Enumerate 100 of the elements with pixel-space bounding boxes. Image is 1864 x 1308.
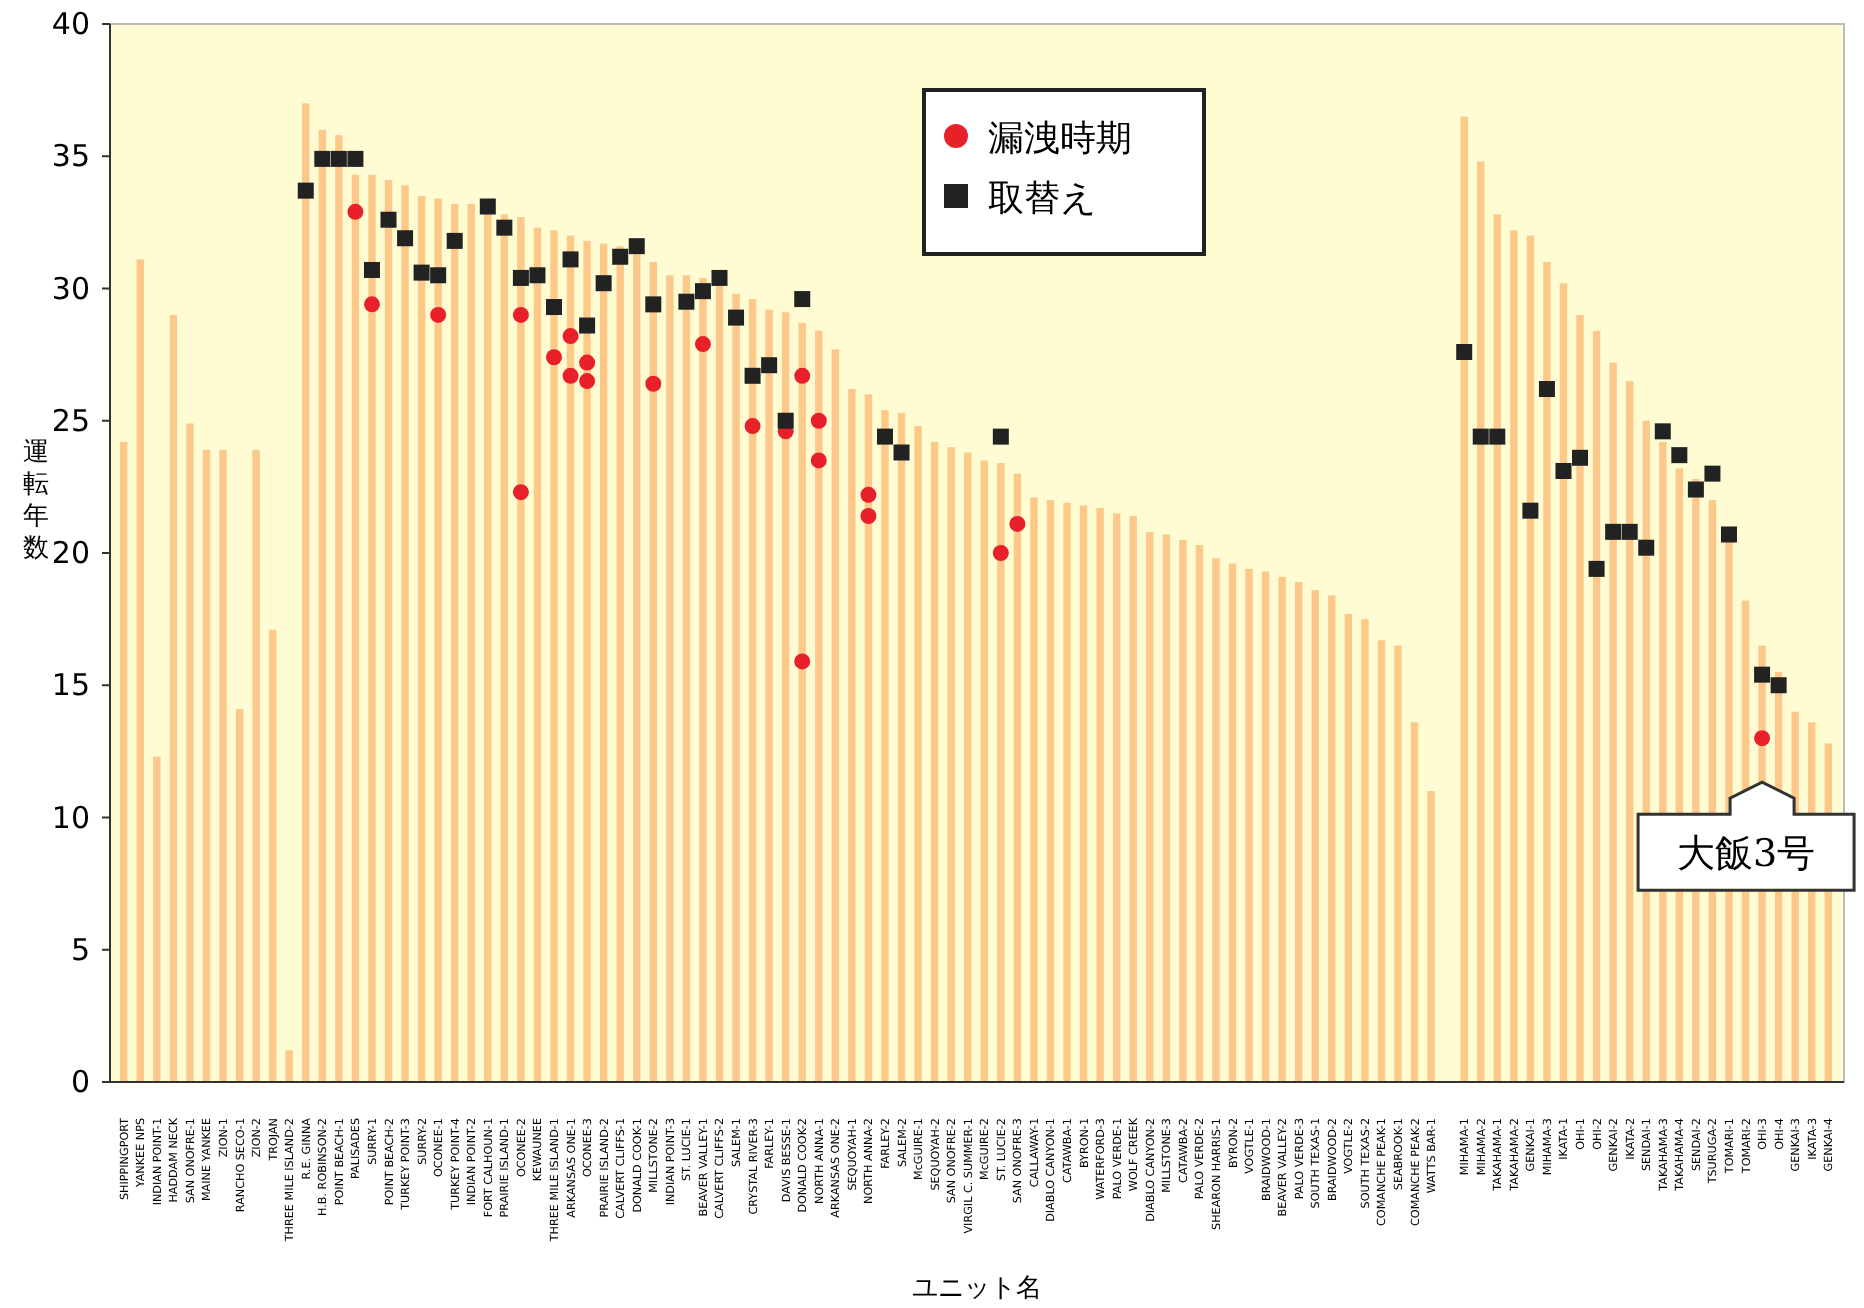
bar (550, 230, 558, 1082)
bar (335, 135, 343, 1082)
bar (153, 756, 161, 1082)
bar (1460, 116, 1468, 1082)
bar (1096, 508, 1104, 1082)
bar (633, 254, 641, 1082)
bar (781, 312, 790, 1082)
bar (1410, 722, 1419, 1082)
bar (1377, 640, 1386, 1082)
y-tick-label: 0 (70, 1064, 90, 1100)
bar (401, 185, 409, 1082)
bar (798, 322, 806, 1082)
bar (599, 243, 608, 1082)
bar (930, 441, 939, 1082)
bar (699, 277, 707, 1082)
bar (815, 330, 823, 1082)
bar (1543, 262, 1551, 1082)
bar (1427, 791, 1435, 1082)
bar (1394, 645, 1402, 1082)
bar (831, 349, 840, 1082)
bar (351, 174, 360, 1082)
bar (302, 103, 310, 1082)
bar (964, 452, 972, 1082)
bar (186, 423, 194, 1082)
bar (1294, 582, 1303, 1082)
bar (980, 460, 988, 1082)
bar (318, 129, 327, 1082)
bar (1311, 590, 1319, 1082)
bar (682, 275, 691, 1082)
bar (765, 309, 773, 1082)
x-axis-title: ユニット名 (912, 1274, 1042, 1304)
bar (1278, 576, 1286, 1082)
bar (417, 195, 426, 1082)
bar (1046, 500, 1055, 1082)
y-axis-title: 運転年数 (23, 438, 49, 564)
bar (368, 174, 376, 1082)
bar (120, 441, 128, 1082)
bar (1261, 571, 1270, 1082)
bar (1112, 513, 1121, 1082)
bar (1625, 381, 1634, 1082)
bar (1179, 539, 1187, 1082)
bar (450, 203, 459, 1082)
bar (1129, 515, 1137, 1082)
bar (1195, 545, 1204, 1082)
bar (1510, 230, 1518, 1082)
bar (848, 389, 856, 1082)
bar (1328, 595, 1336, 1082)
y-tick-label: 10 (51, 799, 90, 836)
annotation: 大飯3号 (1676, 832, 1816, 877)
bar (947, 447, 955, 1082)
bar (997, 463, 1005, 1082)
bar (864, 394, 873, 1082)
bar (1030, 497, 1038, 1082)
legend-label: 取替え (988, 178, 1096, 220)
bar (1592, 330, 1601, 1082)
bar (1212, 558, 1220, 1082)
y-tick-label: 5 (70, 931, 90, 968)
bar (1162, 534, 1171, 1082)
bar (1576, 314, 1584, 1082)
bar (136, 259, 144, 1082)
y-tick-label: 30 (51, 270, 90, 307)
y-tick-label: 25 (51, 402, 90, 439)
bar (1344, 613, 1353, 1082)
y-tick-label: 35 (51, 138, 90, 175)
bar (202, 449, 211, 1082)
bar (517, 217, 525, 1082)
bar (1245, 568, 1253, 1082)
bar (169, 314, 178, 1082)
bar (1228, 563, 1237, 1082)
bar (500, 214, 509, 1082)
bar (252, 449, 260, 1082)
bar (1079, 505, 1088, 1082)
bar (533, 227, 542, 1082)
bar (616, 246, 624, 1082)
bar (1477, 161, 1485, 1082)
bar (583, 240, 591, 1082)
bar (1013, 473, 1022, 1082)
bar (666, 275, 674, 1082)
bar (434, 198, 442, 1082)
bar (1559, 283, 1568, 1082)
legend-label: 漏洩時期 (988, 118, 1132, 160)
bar (1063, 502, 1071, 1082)
bar (748, 299, 757, 1082)
y-tick-label: 40 (51, 6, 90, 42)
bar (897, 412, 906, 1082)
bar (467, 203, 475, 1082)
bar (1361, 619, 1369, 1082)
bar (384, 180, 393, 1082)
bar (732, 293, 740, 1082)
y-tick-label: 15 (51, 667, 90, 704)
bar (1609, 362, 1617, 1082)
bar (914, 426, 922, 1082)
bar (268, 629, 277, 1082)
bar (235, 709, 244, 1082)
bar (219, 449, 227, 1082)
y-tick-label: 20 (51, 535, 90, 571)
bar (1526, 235, 1535, 1082)
bar (1146, 531, 1154, 1082)
bar (285, 1050, 293, 1082)
bar (881, 410, 889, 1082)
